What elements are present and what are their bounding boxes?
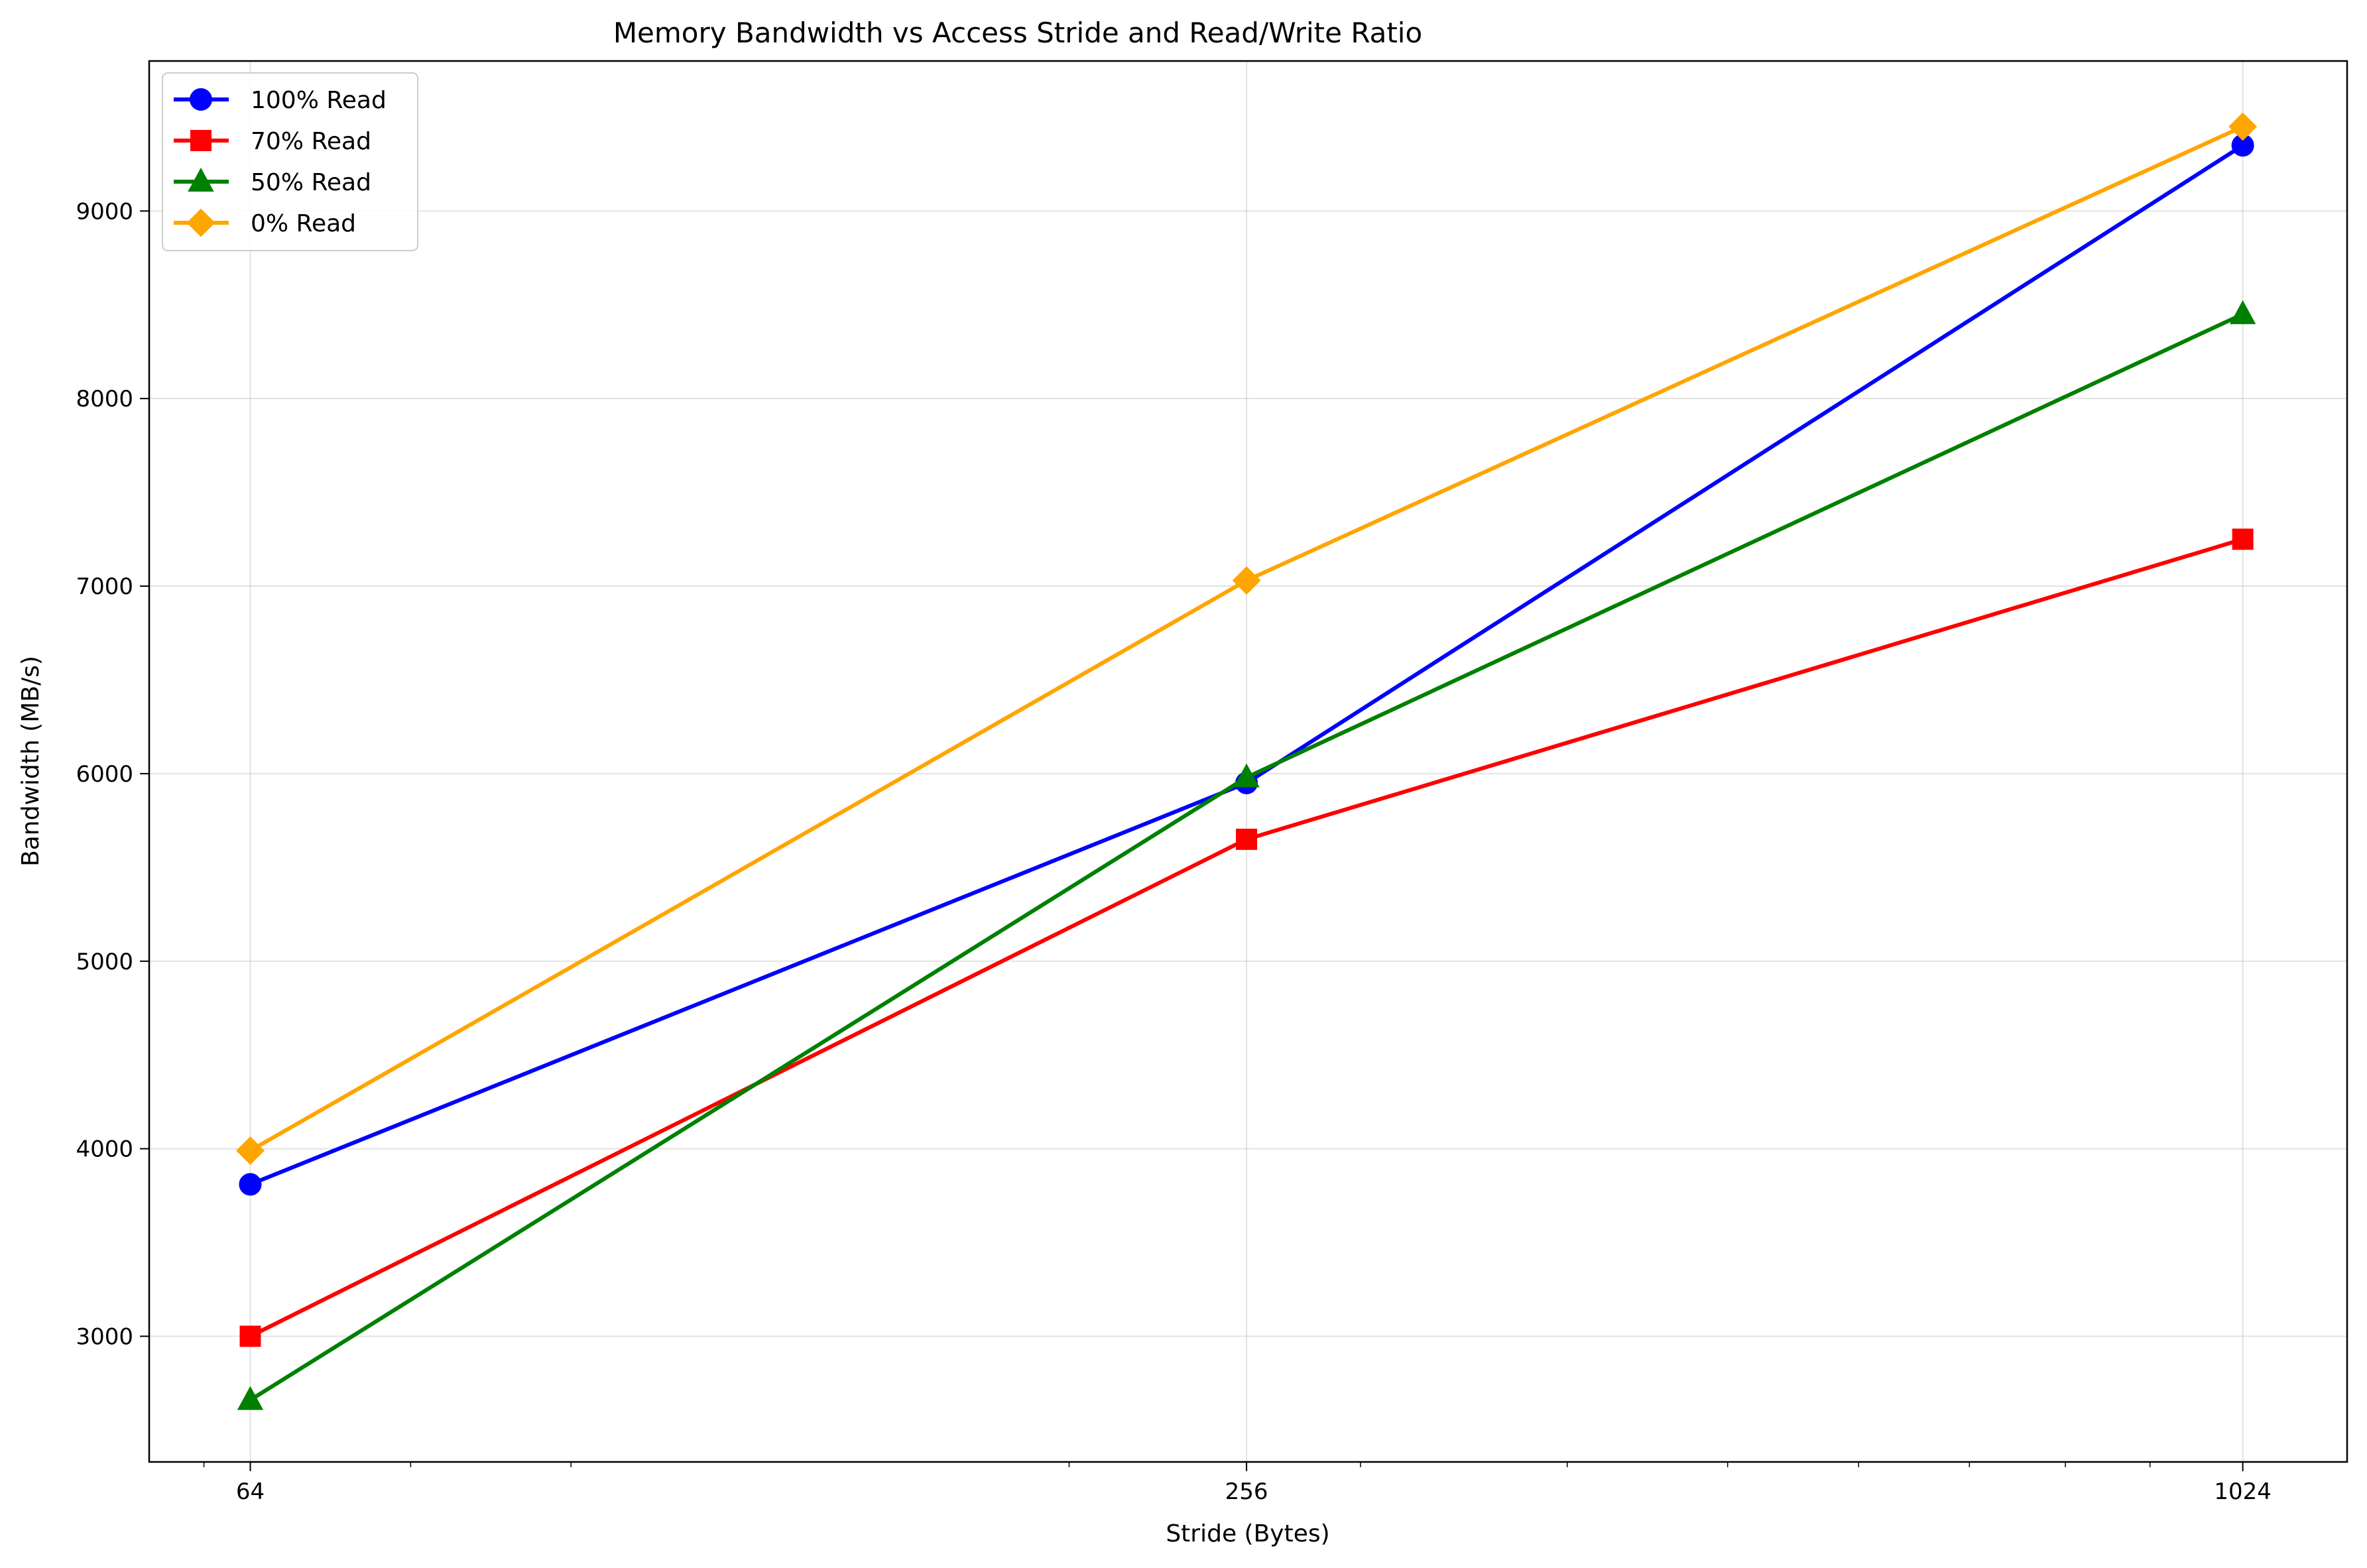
legend-label: 70% Read — [251, 128, 371, 155]
y-tick-label: 6000 — [76, 761, 133, 788]
plot-frame — [148, 60, 2348, 1463]
y-tick-label: 5000 — [76, 949, 133, 975]
x-axis-label: Stride (Bytes) — [1166, 1520, 1329, 1547]
x-axis: 64 256 1024 — [203, 1462, 2272, 1505]
data-point — [237, 1386, 264, 1410]
data-point — [236, 1136, 265, 1165]
series-group — [236, 112, 2258, 1165]
data-point — [2228, 112, 2258, 141]
data-point — [1232, 566, 1261, 595]
y-tick-label: 4000 — [76, 1136, 133, 1163]
y-axis-label: Bandwidth (MB/s) — [17, 656, 44, 867]
data-point — [239, 1173, 262, 1196]
data-point — [1236, 828, 1258, 850]
x-tick-label: 64 — [236, 1478, 265, 1505]
grid — [149, 61, 2347, 1462]
legend: 100% Read 70% Read 50% Read 0% Read — [162, 72, 418, 251]
legend-item: 100% Read — [174, 87, 387, 114]
legend-label: 50% Read — [251, 169, 371, 196]
x-tick-label: 256 — [1225, 1478, 1268, 1505]
series-group — [239, 528, 2254, 1347]
legend-item: 70% Read — [174, 128, 371, 155]
series-group — [237, 300, 2256, 1410]
y-tick-label: 8000 — [76, 386, 133, 412]
data-point — [2232, 528, 2254, 550]
y-tick-label: 9000 — [76, 198, 133, 225]
legend-item: 50% Read — [174, 167, 371, 196]
legend-marker — [190, 88, 212, 111]
x-tick-label: 1024 — [2214, 1478, 2272, 1505]
y-tick-label: 3000 — [76, 1323, 133, 1350]
legend-box — [162, 72, 418, 251]
legend-label: 100% Read — [251, 87, 387, 114]
legend-marker — [186, 208, 215, 237]
y-axis: 3000 4000 5000 6000 7000 8000 9000 — [76, 198, 149, 1350]
legend-label: 0% Read — [251, 210, 356, 237]
data-point — [1233, 763, 1260, 788]
legend-marker — [188, 167, 214, 192]
legend-item: 0% Read — [174, 208, 356, 237]
data-point — [2229, 300, 2256, 324]
legend-marker — [190, 130, 212, 151]
data-point — [239, 1325, 261, 1347]
chart-title: Memory Bandwidth vs Access Stride and Re… — [613, 17, 1422, 49]
series-layer — [236, 112, 2258, 1410]
y-tick-label: 7000 — [76, 573, 133, 600]
